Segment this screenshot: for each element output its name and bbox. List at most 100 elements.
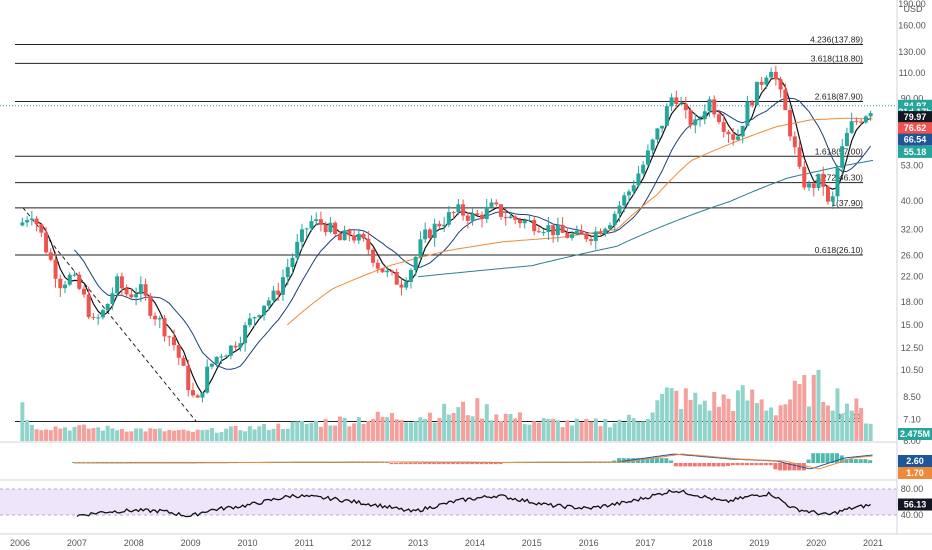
candle-body — [579, 230, 584, 234]
macd-histogram-bar — [673, 463, 678, 467]
macd-histogram-bar — [403, 463, 408, 465]
candle-body — [451, 212, 456, 214]
candle-body — [134, 294, 139, 298]
candle-body — [783, 89, 788, 111]
candle-body — [574, 230, 579, 235]
volume-bar — [707, 410, 712, 441]
rsi-panel: 80.00 40.00 — [76, 484, 923, 520]
volume-bar — [816, 370, 821, 441]
volume-bar — [124, 431, 129, 441]
volume-bar — [148, 428, 153, 441]
volume-badge — [898, 428, 932, 440]
candle-body — [394, 271, 399, 285]
volume-bar — [96, 427, 101, 441]
volume-bar — [731, 410, 736, 441]
volume-bar — [167, 429, 172, 441]
candle-body — [849, 121, 854, 133]
candle-body — [522, 220, 527, 224]
volume-bar — [636, 421, 641, 441]
volume-bar — [437, 418, 442, 441]
volume-bar — [44, 429, 49, 441]
candle-body — [328, 222, 333, 233]
volume-bar — [503, 413, 508, 441]
candle-body — [347, 230, 352, 236]
candle-body — [716, 114, 721, 123]
macd-histogram-bar — [465, 463, 470, 465]
candle-body — [854, 121, 859, 123]
volume-bar — [399, 419, 404, 441]
volume-bar — [641, 421, 646, 441]
macd-histogram-bar — [825, 453, 830, 463]
candle-body — [551, 225, 556, 236]
candle-body — [603, 228, 608, 234]
volume-badge-label: 2.475M — [900, 429, 930, 439]
volume-bar — [371, 419, 376, 441]
macd-histogram-bar — [868, 460, 873, 463]
macd-histogram-bar — [460, 463, 465, 465]
candle-body — [39, 224, 44, 233]
volume-bar — [314, 420, 319, 441]
volume-bar — [451, 412, 456, 441]
candle-body — [513, 216, 518, 220]
candle-body — [660, 125, 665, 129]
candle-body — [25, 220, 30, 223]
volume-bar — [337, 416, 342, 441]
macd-histogram-bar — [493, 463, 498, 465]
candle-body — [626, 191, 631, 196]
candle-body — [598, 231, 603, 234]
candle-body — [148, 295, 153, 316]
macd-histogram-bar — [72, 461, 77, 463]
price-badge — [898, 145, 932, 158]
volume-bar — [693, 392, 698, 441]
volume-bar — [664, 387, 669, 441]
candle-body — [290, 257, 295, 268]
macd-histogram-bar — [778, 463, 783, 471]
volume-bar — [475, 398, 480, 441]
price-tick-label: 15.00 — [901, 320, 924, 330]
candle-body — [58, 278, 63, 289]
volume-bar — [299, 421, 304, 441]
candle-body — [105, 303, 110, 311]
volume-bar — [190, 432, 195, 441]
candle-body — [446, 212, 451, 225]
macd-histogram-bar — [763, 463, 768, 466]
macd-histogram-bar — [484, 463, 489, 465]
candle-body — [778, 79, 783, 90]
macd-histogram-bar — [669, 460, 674, 463]
candle-body — [176, 345, 181, 358]
time-axis[interactable]: 2006 2007 2008 2009 2010 2011 2012 2013 2014 2015… — [10, 538, 883, 548]
macd-histogram-bar — [616, 458, 621, 463]
volume-bar — [442, 403, 447, 441]
price-tick-label: 12.50 — [901, 343, 924, 353]
volume-bar — [778, 405, 783, 441]
volume-bar — [134, 428, 139, 441]
volume-bar — [579, 422, 584, 441]
candle-body — [532, 219, 537, 232]
volume-bar — [679, 409, 684, 441]
candle-body — [44, 232, 49, 253]
time-tick-label: 2015 — [522, 538, 542, 548]
macd-histogram-bar — [811, 453, 816, 463]
volume-bar — [252, 429, 257, 441]
volume-bars — [20, 370, 873, 441]
volume-bar — [489, 420, 494, 441]
volume-bar — [233, 425, 238, 441]
candle-body — [190, 390, 195, 396]
rsi-badge-label: 56.13 — [904, 500, 927, 510]
candle-body — [807, 183, 812, 188]
volume-bar — [361, 423, 366, 441]
candle-body — [352, 235, 357, 241]
macd-histogram-bar — [858, 459, 863, 463]
candle-body — [314, 219, 319, 222]
candle-body — [830, 196, 835, 202]
candle-body — [844, 132, 849, 147]
candle-body — [769, 71, 774, 78]
macd-histogram-bar — [408, 463, 413, 465]
volume-bar — [669, 388, 674, 441]
candle-body — [669, 97, 674, 107]
candle-body — [475, 213, 480, 215]
fib-level-label: 0.618(26.10) — [815, 245, 863, 255]
volume-bar — [129, 431, 134, 441]
candle-body — [664, 106, 669, 126]
